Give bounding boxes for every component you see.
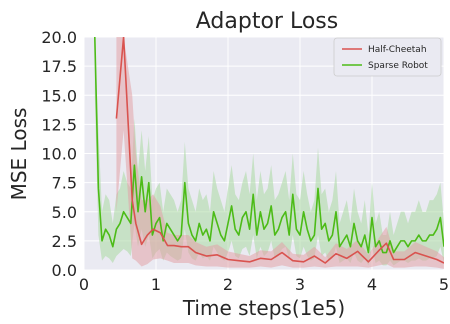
line-sparse-robot [94,37,444,254]
y-tick-label: 0.0 [52,261,77,280]
y-tick-label: 5.0 [52,203,77,222]
x-tick-label: 5 [439,275,449,294]
x-axis-label: Time steps(1e5) [182,296,345,320]
x-tick-label: 4 [367,275,377,294]
x-tick-label: 0 [79,275,89,294]
chart-title: Adaptor Loss [196,9,338,34]
y-tick-label: 20.0 [41,28,77,47]
y-tick-label: 17.5 [41,57,77,76]
series-lines [94,37,444,264]
band-sparse-robot [94,37,444,266]
x-tick-label: 1 [151,275,161,294]
x-tick-label: 3 [295,275,305,294]
x-tick-label: 2 [223,275,233,294]
y-axis-label: MSE Loss [7,108,31,201]
band-half-cheetah [116,37,444,269]
y-tick-label: 7.5 [52,174,77,193]
line-half-cheetah [115,37,444,264]
confidence-bands [94,37,444,269]
y-tick-label: 2.5 [52,232,77,251]
tick-labels: 0 1 2 3 4 5 0.0 2.5 5.0 7.5 10.0 12.5 15.0 17.5 20.0 [41,28,449,294]
y-tick-label: 10.0 [41,145,77,164]
y-tick-label: 12.5 [41,115,77,134]
legend-box [333,37,442,77]
y-tick-label: 15.0 [41,86,77,105]
legend: Half-Cheetah Sparse Robot [333,37,442,77]
legend-label-sparse-robot: Sparse Robot [368,61,428,71]
legend-label-half-cheetah: Half-Cheetah [368,45,427,55]
